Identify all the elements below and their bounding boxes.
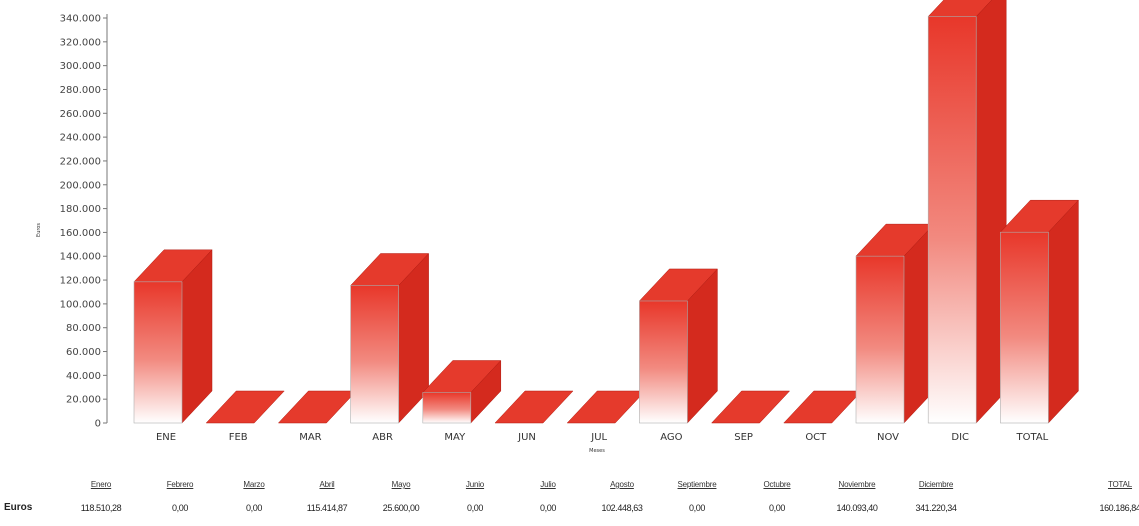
table-header[interactable]: Junio	[465, 480, 485, 489]
table-cell: 0,00	[467, 503, 483, 513]
table-cell: 25.600,00	[382, 503, 420, 513]
bar-chart: 0 20.000 40.000 60.000 80.000 100.000 120.000 1…	[36, 0, 1079, 454]
table-cell: 341.220,34	[915, 503, 957, 513]
table-row-label: Euros	[4, 502, 33, 513]
table-header[interactable]: Mayo	[391, 480, 411, 489]
x-tick-label: ABR	[372, 432, 393, 443]
y-tick-label: 320.000	[60, 37, 101, 48]
x-tick-label: DIC	[951, 432, 969, 443]
table-cell: 115.414,87	[306, 503, 348, 513]
table-cell: 118.510,28	[80, 503, 122, 513]
y-tick-label: 20.000	[66, 395, 101, 406]
bar-jul	[566, 390, 646, 424]
labels-layer: 0 20.000 40.000 60.000 80.000 100.000 120.000 1…	[60, 14, 1049, 444]
bar-top	[711, 390, 791, 424]
bar-front	[1000, 231, 1049, 424]
y-tick-label: 340.000	[60, 14, 101, 25]
bar-oct	[783, 390, 863, 424]
y-tick-label: 0	[95, 419, 101, 430]
table-header[interactable]: TOTAL	[1107, 480, 1133, 489]
bar-dic	[927, 0, 1007, 424]
bar-front	[350, 285, 399, 424]
y-tick-label: 200.000	[60, 180, 101, 191]
bar-ago	[638, 268, 718, 424]
y-axis-label: Euros	[36, 223, 42, 237]
y-tick-label: 300.000	[60, 61, 101, 72]
table-header[interactable]: Noviembre	[838, 480, 876, 489]
y-tick-label: 160.000	[60, 228, 101, 239]
bar-sep	[711, 390, 791, 424]
y-tick-label: 140.000	[60, 252, 101, 263]
y-tick-label: 80.000	[66, 323, 101, 334]
bar-may	[422, 359, 502, 424]
table-header[interactable]: Octubre	[763, 480, 791, 489]
bar-abr	[350, 252, 430, 424]
x-tick-label: ENE	[156, 432, 176, 443]
bar-top	[783, 390, 863, 424]
table-header[interactable]: Julio	[540, 480, 556, 489]
bar-nov	[855, 223, 935, 424]
y-tick-label: 240.000	[60, 133, 101, 144]
x-tick-label: AGO	[660, 432, 682, 443]
table-cell: 0,00	[172, 503, 188, 513]
bar-front	[639, 300, 688, 424]
bar-top	[205, 390, 285, 424]
x-tick-label: NOV	[877, 432, 899, 443]
table-header[interactable]: Marzo	[243, 480, 265, 489]
x-tick-label: MAR	[299, 432, 321, 443]
table-header[interactable]: Septiembre	[677, 480, 717, 489]
bar-front	[133, 281, 183, 424]
x-tick-label: OCT	[805, 432, 827, 443]
y-tick-label: 40.000	[66, 371, 101, 382]
bar-front	[422, 392, 472, 424]
y-tick-label: 260.000	[60, 109, 101, 120]
x-tick-label: JUN	[517, 432, 536, 443]
table-cell: 0,00	[689, 503, 705, 513]
axis-layer	[103, 14, 108, 424]
table-header[interactable]: Diciembre	[918, 480, 954, 489]
y-tick-label: 120.000	[60, 276, 101, 287]
y-tick-label: 60.000	[66, 347, 101, 358]
bar-side	[1048, 199, 1079, 424]
table-cell: 102.448,63	[601, 503, 643, 513]
bar-feb	[205, 390, 285, 424]
bar-front	[855, 255, 905, 424]
bar-ene	[133, 249, 213, 424]
table-header[interactable]: Enero	[90, 480, 112, 489]
data-table: Euros Enero Febrero Marzo Abril Mayo Junio Jul…	[0, 478, 1139, 526]
table-header[interactable]: Febrero	[166, 480, 194, 489]
table-header[interactable]: Agosto	[610, 480, 634, 489]
x-axis-label: Meses	[589, 448, 605, 454]
bar-front	[927, 16, 977, 424]
x-tick-label: JUL	[590, 432, 607, 443]
table-cell: 140.093,40	[836, 503, 878, 513]
table-cell: 0,00	[769, 503, 785, 513]
table-cell: 0,00	[246, 503, 262, 513]
bars-layer	[133, 0, 1079, 424]
bar-top	[494, 390, 574, 424]
bar-mar	[277, 390, 357, 424]
bar-top	[566, 390, 646, 424]
bar-total	[999, 199, 1079, 424]
table-cell: 160.186,84	[1099, 503, 1139, 513]
y-tick-label: 100.000	[60, 299, 101, 310]
x-tick-label: FEB	[229, 432, 248, 443]
y-tick-label: 280.000	[60, 85, 101, 96]
table-cell: 0,00	[540, 503, 556, 513]
bar-top	[277, 390, 357, 424]
table-header[interactable]: Abril	[319, 480, 335, 489]
y-tick-label: 180.000	[60, 204, 101, 215]
x-tick-label: MAY	[444, 432, 466, 443]
x-tick-label: SEP	[734, 432, 753, 443]
x-tick-label: TOTAL	[1016, 432, 1049, 443]
bar-jun	[494, 390, 574, 424]
y-tick-label: 220.000	[60, 156, 101, 167]
